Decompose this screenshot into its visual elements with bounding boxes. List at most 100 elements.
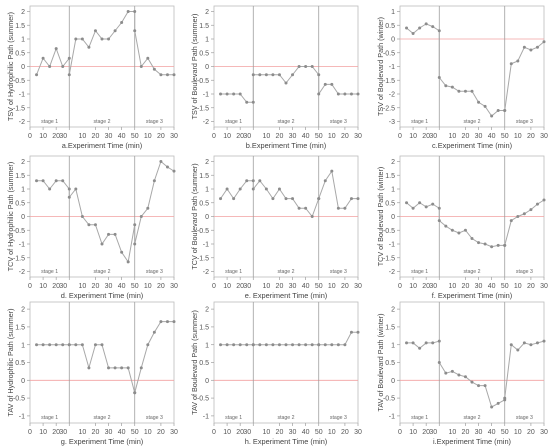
data-point [509,62,513,66]
x-tick-label: 30 [540,429,548,436]
data-point [48,187,52,191]
data-point [139,65,143,68]
x-tick-label: 30 [289,429,297,436]
stage-label: stage 1 [41,415,58,421]
data-point [297,65,301,68]
data-point [450,228,454,232]
x-tick-label: 10 [262,283,270,290]
x-tick-label: 0 [212,429,216,436]
y-tick-label: 0 [205,64,209,71]
x-tick-label: 20 [52,429,60,436]
data-point [264,187,268,191]
x-tick-label: 10 [144,283,152,290]
data-point [437,29,441,33]
data-point [509,343,513,347]
data-point [48,343,52,347]
data-point [418,346,422,350]
data-point [74,343,78,347]
x-tick-label: 10 [448,133,456,140]
data-point [411,341,415,345]
data-point [152,179,156,183]
data-point [41,179,45,183]
data-point [437,339,441,343]
data-point [139,215,143,218]
x-tick-label: 10 [409,429,417,436]
x-tick-label: 40 [302,283,310,290]
y-tick-label: 0 [391,214,395,221]
x-tick-label: 30 [59,133,67,140]
data-point [323,82,327,86]
data-point [509,219,513,223]
x-tick-label: 20 [527,133,535,140]
data-point [431,25,435,29]
data-point [93,29,97,33]
x-tick-label: 40 [488,133,496,140]
data-point [251,179,255,183]
data-point [41,56,45,60]
data-point [431,341,435,345]
data-point [450,85,454,89]
plot-area: -2-1.5-1-0.500.511.520 10 20 30 10 20 30 40 50 10… [376,155,548,300]
x-tick-label: 30 [289,133,297,140]
data-point [542,40,546,44]
x-tick-label: 40 [488,429,496,436]
data-point [245,179,249,183]
x-tick-label: 30 [170,429,178,436]
data-point [477,384,481,388]
plot-area: -2-1.5-1-0.500.511.520 10 20 30 10 20 30 40 50 10… [6,5,178,150]
y-tick-label: 0 [205,214,209,221]
data-point [165,73,169,77]
data-point [535,202,539,206]
data-point [225,92,229,96]
chart-panel-i: -1-0.500.511.520 10 20 30 10 20 30 40 50 10 20 30st… [376,301,548,446]
data-point [165,320,169,324]
x-tick-label: 20 [341,133,349,140]
y-tick-label: 2 [205,159,209,166]
y-tick-label: 1 [205,342,209,349]
x-tick-label: 10 [448,429,456,436]
data-point [490,245,494,249]
data-point [418,26,422,30]
data-point [411,32,415,35]
data-point [470,237,474,240]
y-tick-label: -1 [203,413,209,420]
y-tick-label: 1 [391,9,395,16]
data-point [54,343,58,347]
x-tick-label: 20 [157,133,165,140]
y-tick-label: -2 [19,269,25,276]
x-tick-label: 10 [514,429,522,436]
data-point [61,65,65,68]
data-point [405,26,409,30]
data-point [74,37,78,41]
data-point [146,343,150,347]
x-tick-label: 20 [157,429,165,436]
x-tick-label: 30 [105,283,113,290]
x-tick-label: 50 [131,283,139,290]
data-point [80,343,84,347]
y-tick-label: -0.5 [197,396,209,403]
x-tick-label: 40 [302,133,310,140]
y-axis-label: TCV of Boulevard Path (winter) [376,167,385,266]
data-point [120,21,124,24]
x-tick-label: 20 [52,283,60,290]
data-point [232,343,236,347]
data-point [152,67,156,71]
data-point [225,187,229,191]
x-tick-label: 50 [315,429,323,436]
x-tick-label: 10 [409,133,417,140]
data-point [133,29,137,33]
stage-label: stage 2 [277,119,294,125]
y-tick-label: -0.5 [197,78,209,85]
data-point [133,391,137,395]
plot-frame [213,301,359,424]
data-point [67,56,71,60]
x-tick-label: 0 [398,133,402,140]
data-point [463,89,467,93]
data-point [67,73,71,77]
data-point [133,10,137,13]
data-point [146,206,150,210]
stage-label: stage 2 [463,119,480,125]
y-tick-label: -1 [19,92,25,99]
stage-label: stage 3 [146,119,163,125]
x-tick-label: 10 [328,133,336,140]
